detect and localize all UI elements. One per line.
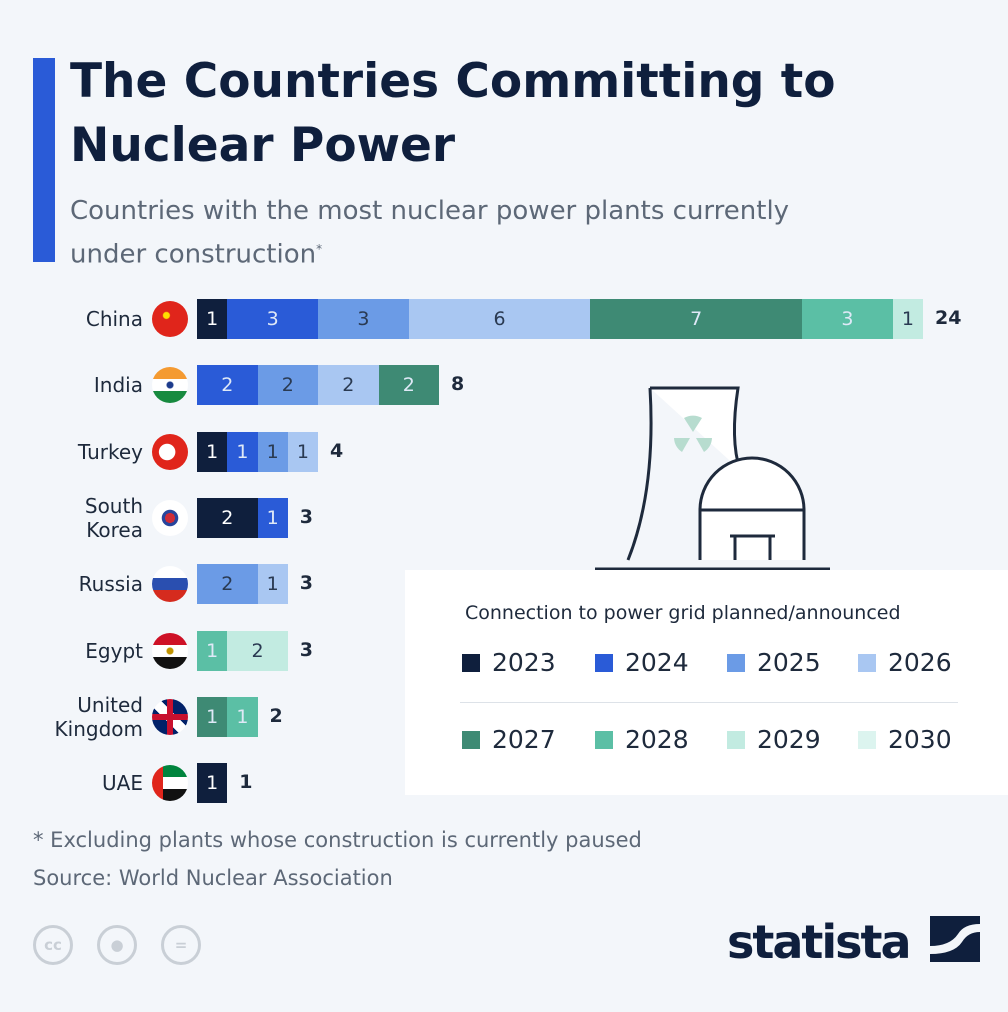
- bar-segment-2025: 2: [197, 564, 258, 605]
- total-label: 1: [239, 771, 253, 794]
- legend-swatch: [727, 653, 745, 672]
- legend-item-2030: 2030: [858, 725, 952, 754]
- category-label: Turkey: [77, 439, 143, 464]
- flag-icon-united-kingdom: [152, 698, 188, 735]
- legend-label: 2023: [492, 648, 556, 677]
- source: Source: World Nuclear Association: [33, 866, 393, 890]
- bar-segment-2024: 2: [197, 365, 258, 406]
- bar-segment-2028: 1: [227, 696, 258, 737]
- legend-item-2023: 2023: [462, 648, 556, 677]
- legend-swatch: [595, 730, 613, 749]
- total-label: 3: [299, 572, 313, 595]
- category-label: South Korea: [84, 493, 143, 542]
- flag-icon-south-korea: [152, 499, 188, 536]
- bar-segment-2025: 2: [257, 365, 318, 406]
- legend-label: 2028: [625, 725, 689, 754]
- attribution-icon[interactable]: ●: [97, 925, 137, 965]
- legend-swatch: [462, 653, 480, 672]
- legend-swatch: [462, 730, 480, 749]
- subtitle-footnote-mark: *: [316, 242, 323, 256]
- bar-segment-2026: 1: [287, 431, 318, 472]
- legend-label: 2027: [492, 725, 556, 754]
- bar-segment-2023: 1: [197, 431, 228, 472]
- category-label: Egypt: [85, 638, 143, 663]
- bar-segment-2023: 1: [197, 299, 228, 339]
- flag-icon-china: [152, 301, 188, 337]
- total-label: 4: [330, 439, 344, 462]
- legend-divider: [460, 702, 958, 703]
- brand-name: statista: [727, 915, 912, 969]
- category-label: Russia: [78, 572, 143, 597]
- legend-swatch: [595, 653, 613, 672]
- bar-segment-2029: 2: [227, 630, 288, 671]
- statista-logo-icon: [929, 916, 980, 962]
- category-label: United Kingdom: [54, 692, 143, 741]
- bar-segment-2025: 3: [318, 299, 409, 339]
- legend-swatch: [858, 653, 876, 672]
- legend-label: 2025: [757, 648, 821, 677]
- flag-icon-turkey: [152, 433, 188, 470]
- total-label: 8: [451, 373, 465, 396]
- bar-segment-2024: 3: [227, 299, 318, 339]
- nuclear-plant-icon: [595, 386, 830, 571]
- bar-segment-2026: 2: [318, 365, 379, 406]
- bar-segment-2028: 3: [802, 299, 893, 339]
- footnote: * Excluding plants whose construction is…: [33, 828, 642, 852]
- flag-icon-uae: [152, 765, 188, 802]
- bar-segment-2028: 1: [197, 630, 228, 671]
- legend-label: 2029: [757, 725, 821, 754]
- legend-item-2024: 2024: [595, 648, 689, 677]
- flag-icon-india: [152, 367, 188, 404]
- category-label: India: [93, 373, 143, 398]
- legend-item-2027: 2027: [462, 725, 556, 754]
- cc-license-icon[interactable]: cc: [33, 925, 73, 965]
- bar-segment-2029: 1: [892, 299, 923, 339]
- total-label: 2: [269, 704, 283, 727]
- flag-icon-egypt: [152, 632, 188, 669]
- chart-title: The Countries Committing to Nuclear Powe…: [70, 54, 836, 173]
- flag-icon-russia: [152, 566, 188, 603]
- bar-segment-2027: 7: [590, 299, 802, 339]
- legend-swatch: [727, 730, 745, 749]
- legend-label: 2030: [888, 725, 952, 754]
- legend-item-2026: 2026: [858, 648, 952, 677]
- no-derivatives-icon[interactable]: =: [161, 925, 201, 965]
- legend-label: 2026: [888, 648, 952, 677]
- total-label: 3: [299, 505, 313, 528]
- bar-segment-2027: 1: [197, 696, 228, 737]
- category-label: UAE: [102, 771, 143, 796]
- chart-subtitle: Countries with the most nuclear power pl…: [70, 192, 870, 274]
- legend-item-2029: 2029: [727, 725, 821, 754]
- statista-logo: statista: [727, 915, 980, 969]
- legend-title: Connection to power grid planned/announc…: [465, 602, 901, 624]
- category-label: China: [85, 307, 143, 331]
- subtitle-text: Countries with the most nuclear power pl…: [70, 196, 790, 270]
- bar-segment-2024: 1: [257, 497, 288, 538]
- bar-segment-2023: 1: [197, 763, 228, 804]
- bar-segment-2025: 1: [257, 431, 288, 472]
- legend-label: 2024: [625, 648, 689, 677]
- legend: Connection to power grid planned/announc…: [405, 570, 1008, 795]
- total-label: 3: [299, 638, 313, 661]
- legend-item-2025: 2025: [727, 648, 821, 677]
- bar-segment-2023: 2: [197, 497, 258, 538]
- bar-segment-2026: 6: [408, 299, 591, 339]
- legend-item-2028: 2028: [595, 725, 689, 754]
- bar-segment-2026: 1: [257, 564, 288, 605]
- legend-swatch: [858, 730, 876, 749]
- bar-segment-2024: 1: [227, 431, 258, 472]
- total-label: 24: [935, 307, 962, 329]
- title-accent-bar: [33, 58, 55, 262]
- bar-segment-2027: 2: [378, 365, 439, 406]
